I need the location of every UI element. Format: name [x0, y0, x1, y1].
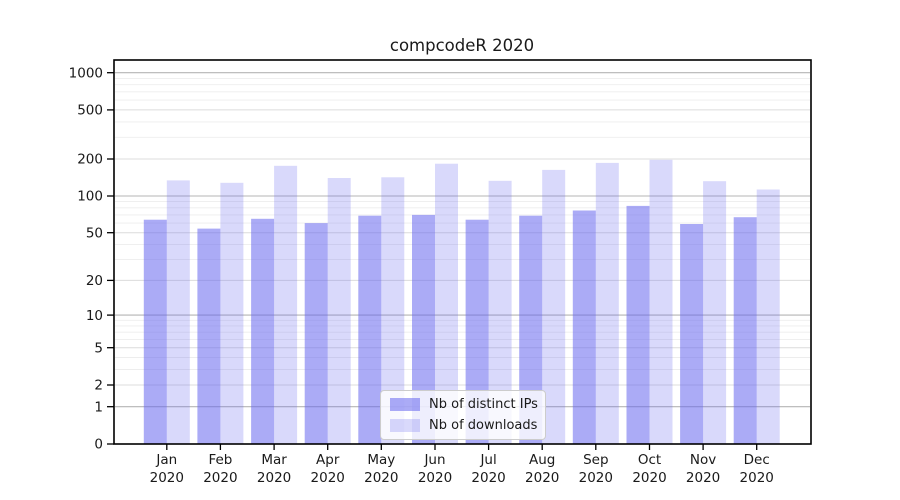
- legend-item-distinct-ips: Nb of distinct IPs: [390, 396, 538, 413]
- x-tick-year-jan: 2020: [150, 470, 184, 486]
- axes: 0 1 2 5 10 20 50 100 200 500 1000 Jan 2020 Feb 2020 Mar…: [69, 59, 812, 486]
- x-tick-year-jun: 2020: [418, 470, 452, 486]
- x-tick-year-sep: 2020: [579, 470, 613, 486]
- legend-swatch-downloads-icon: [390, 419, 420, 432]
- x-tick-year-nov: 2020: [686, 470, 720, 486]
- x-tick-year-dec: 2020: [740, 470, 774, 486]
- x-tick-label-jul: Jul: [479, 452, 496, 468]
- legend-item-downloads: Nb of downloads: [390, 417, 538, 434]
- x-tick-year-apr: 2020: [311, 470, 345, 486]
- bar-sep-downloads: [595, 162, 619, 444]
- y-tick-label-1000: 1000: [69, 65, 103, 81]
- bars: [143, 159, 780, 445]
- x-tick-year-may: 2020: [364, 470, 398, 486]
- bar-aug-downloads: [542, 169, 566, 444]
- bar-jun-distinct-ips: [412, 214, 435, 444]
- x-tick-label-jun: Jun: [423, 452, 445, 468]
- legend: Nb of distinct IPs Nb of downloads: [380, 390, 546, 440]
- x-tick-label-may: May: [367, 452, 395, 468]
- x-tick-year-feb: 2020: [203, 470, 237, 486]
- bar-apr-distinct-ips: [304, 223, 328, 444]
- bar-jan-distinct-ips: [143, 219, 167, 444]
- bar-feb-downloads: [220, 182, 244, 445]
- bar-mar-downloads: [274, 165, 298, 445]
- legend-label-downloads: Nb of downloads: [429, 418, 538, 433]
- bar-nov-distinct-ips: [680, 224, 704, 444]
- bar-mar-distinct-ips: [251, 218, 275, 444]
- bar-may-downloads: [381, 177, 405, 445]
- bar-dec-downloads: [756, 189, 780, 444]
- x-tick-label-feb: Feb: [208, 452, 232, 468]
- bar-jan-downloads: [166, 180, 190, 444]
- x-tick-label-mar: Mar: [261, 452, 287, 468]
- bar-may-distinct-ips: [358, 215, 382, 444]
- x-tick-year-aug: 2020: [525, 470, 559, 486]
- bar-apr-downloads: [327, 178, 351, 444]
- bar-jun-downloads: [435, 163, 458, 444]
- x-tick-year-oct: 2020: [632, 470, 666, 486]
- legend-label-distinct-ips: Nb of distinct IPs: [429, 397, 538, 412]
- bar-oct-downloads: [649, 159, 673, 445]
- y-tick-label-50: 50: [86, 225, 103, 241]
- y-tick-label-100: 100: [77, 189, 103, 205]
- y-tick-label-1: 1: [94, 399, 103, 415]
- y-tick-label-5: 5: [94, 340, 103, 356]
- x-tick-label-dec: Dec: [744, 452, 770, 468]
- x-tick-year-mar: 2020: [257, 470, 291, 486]
- x-tick-label-oct: Oct: [638, 452, 661, 468]
- x-tick-label-sep: Sep: [583, 452, 608, 468]
- y-tick-label-20: 20: [86, 273, 103, 289]
- x-tick-label-jan: Jan: [155, 452, 177, 468]
- bar-aug-distinct-ips: [519, 215, 543, 444]
- y-tick-label-200: 200: [77, 152, 103, 168]
- y-tick-label-0: 0: [94, 437, 103, 453]
- x-tick-label-nov: Nov: [690, 452, 716, 468]
- y-tick-label-2: 2: [94, 378, 103, 394]
- legend-swatch-distinct-ips-icon: [390, 398, 420, 411]
- x-tick-label-apr: Apr: [316, 452, 340, 468]
- bar-oct-distinct-ips: [626, 205, 650, 444]
- bar-feb-distinct-ips: [197, 228, 221, 444]
- chart-title: compcodeR 2020: [390, 36, 534, 55]
- plot-frame: [113, 59, 812, 445]
- bar-jul-distinct-ips: [465, 219, 489, 444]
- y-tick-label-10: 10: [86, 308, 103, 324]
- bar-nov-downloads: [703, 181, 727, 444]
- x-tick-label-aug: Aug: [529, 452, 555, 468]
- bar-jul-downloads: [488, 180, 512, 445]
- bar-dec-distinct-ips: [733, 217, 757, 444]
- y-tick-label-500: 500: [77, 103, 103, 119]
- bar-sep-distinct-ips: [572, 210, 596, 444]
- x-tick-year-jul: 2020: [471, 470, 505, 486]
